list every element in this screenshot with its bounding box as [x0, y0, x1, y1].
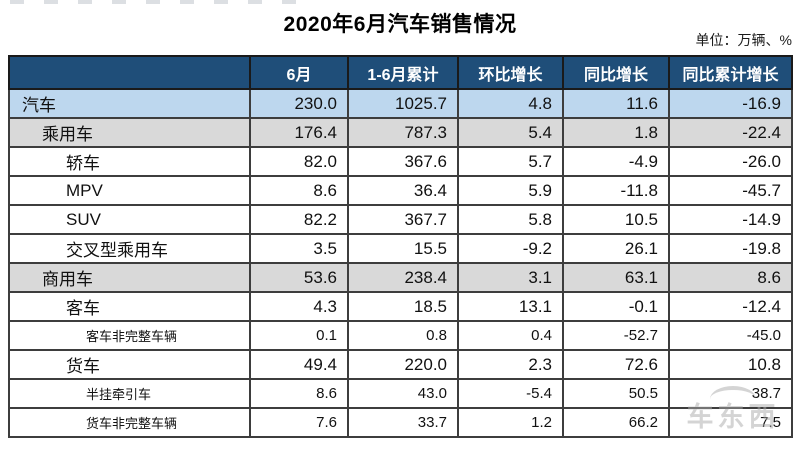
- value-yoy-growth: 10.5: [562, 204, 670, 235]
- value-mom-growth: 1.2: [457, 407, 564, 438]
- value-cumulative: 36.4: [347, 175, 459, 206]
- value-june: 176.4: [249, 117, 349, 148]
- value-yoy-cumulative-growth: -45.7: [668, 175, 793, 206]
- value-june: 230.0: [249, 88, 349, 119]
- value-mom-growth: -9.2: [457, 233, 564, 264]
- value-june: 49.4: [249, 349, 349, 380]
- header-cell-june: 6月: [249, 55, 349, 90]
- row-label: MPV: [8, 175, 251, 206]
- value-mom-growth: 0.4: [457, 320, 564, 351]
- value-yoy-growth: 66.2: [562, 407, 670, 438]
- value-yoy-growth: -11.8: [562, 175, 670, 206]
- value-mom-growth: -5.4: [457, 378, 564, 409]
- header-row: 6月 1-6月累计 环比增长 同比增长 同比累计增长: [8, 55, 793, 90]
- value-cumulative: 33.7: [347, 407, 459, 438]
- value-cumulative: 43.0: [347, 378, 459, 409]
- value-june: 7.6: [249, 407, 349, 438]
- table-row: 货车 49.4 220.0 2.3 72.6 10.8: [8, 349, 793, 380]
- value-cumulative: 15.5: [347, 233, 459, 264]
- header-cell-cumulative: 1-6月累计: [347, 55, 459, 90]
- table-row: 商用车 53.6 238.4 3.1 63.1 8.6: [8, 262, 793, 293]
- value-june: 8.6: [249, 378, 349, 409]
- value-yoy-cumulative-growth: -19.8: [668, 233, 793, 264]
- value-yoy-growth: 1.8: [562, 117, 670, 148]
- page-title: 2020年6月汽车销售情况: [283, 13, 517, 36]
- table-row: MPV 8.6 36.4 5.9 -11.8 -45.7: [8, 175, 793, 206]
- value-cumulative: 0.8: [347, 320, 459, 351]
- value-june: 8.6: [249, 175, 349, 206]
- value-cumulative: 18.5: [347, 291, 459, 322]
- value-june: 3.5: [249, 233, 349, 264]
- value-yoy-cumulative-growth: -16.9: [668, 88, 793, 119]
- value-mom-growth: 13.1: [457, 291, 564, 322]
- table-row: 半挂牵引车 8.6 43.0 -5.4 50.5 38.7: [8, 378, 793, 409]
- value-june: 53.6: [249, 262, 349, 293]
- value-cumulative: 367.6: [347, 146, 459, 177]
- value-yoy-cumulative-growth: 10.8: [668, 349, 793, 380]
- value-mom-growth: 4.8: [457, 88, 564, 119]
- table-row: 客车非完整车辆 0.1 0.8 0.4 -52.7 -45.0: [8, 320, 793, 351]
- value-june: 82.0: [249, 146, 349, 177]
- row-label: 商用车: [8, 262, 251, 293]
- value-yoy-growth: 50.5: [562, 378, 670, 409]
- value-mom-growth: 5.4: [457, 117, 564, 148]
- table-row: 汽车 230.0 1025.7 4.8 11.6 -16.9: [8, 88, 793, 119]
- value-yoy-cumulative-growth: 8.6: [668, 262, 793, 293]
- auto-sales-table: 6月 1-6月累计 环比增长 同比增长 同比累计增长 汽车 230.0 1025…: [8, 55, 793, 438]
- unit-note: 单位：万辆、%: [695, 32, 792, 48]
- table-row: 轿车 82.0 367.6 5.7 -4.9 -26.0: [8, 146, 793, 177]
- value-yoy-cumulative-growth: 38.7: [668, 378, 793, 409]
- row-label: 乘用车: [8, 117, 251, 148]
- table-header: 6月 1-6月累计 环比增长 同比增长 同比累计增长: [8, 55, 793, 90]
- value-yoy-cumulative-growth: 7.5: [668, 407, 793, 438]
- row-label: SUV: [8, 204, 251, 235]
- value-yoy-growth: -52.7: [562, 320, 670, 351]
- row-label: 轿车: [8, 146, 251, 177]
- table-row: 乘用车 176.4 787.3 5.4 1.8 -22.4: [8, 117, 793, 148]
- row-label: 客车非完整车辆: [8, 320, 251, 351]
- value-yoy-growth: 63.1: [562, 262, 670, 293]
- value-cumulative: 238.4: [347, 262, 459, 293]
- header-cell-category: [8, 55, 251, 90]
- table-body: 汽车 230.0 1025.7 4.8 11.6 -16.9 乘用车 176.4…: [8, 88, 793, 438]
- value-mom-growth: 5.7: [457, 146, 564, 177]
- header-cell-yoy-growth: 同比增长: [562, 55, 670, 90]
- row-label: 货车非完整车辆: [8, 407, 251, 438]
- value-yoy-cumulative-growth: -22.4: [668, 117, 793, 148]
- value-cumulative: 367.7: [347, 204, 459, 235]
- value-yoy-cumulative-growth: -14.9: [668, 204, 793, 235]
- row-label: 汽车: [8, 88, 251, 119]
- value-yoy-growth: 72.6: [562, 349, 670, 380]
- value-june: 0.1: [249, 320, 349, 351]
- table-row: 交叉型乘用车 3.5 15.5 -9.2 26.1 -19.8: [8, 233, 793, 264]
- value-mom-growth: 3.1: [457, 262, 564, 293]
- value-yoy-growth: -4.9: [562, 146, 670, 177]
- value-yoy-cumulative-growth: -26.0: [668, 146, 793, 177]
- header-cell-mom-growth: 环比增长: [457, 55, 564, 90]
- table-row: 客车 4.3 18.5 13.1 -0.1 -12.4: [8, 291, 793, 322]
- value-cumulative: 787.3: [347, 117, 459, 148]
- row-label: 货车: [8, 349, 251, 380]
- value-mom-growth: 5.9: [457, 175, 564, 206]
- value-june: 82.2: [249, 204, 349, 235]
- value-june: 4.3: [249, 291, 349, 322]
- row-label: 半挂牵引车: [8, 378, 251, 409]
- value-yoy-growth: 26.1: [562, 233, 670, 264]
- value-yoy-cumulative-growth: -45.0: [668, 320, 793, 351]
- cropped-content-remnant: [10, 0, 310, 4]
- row-label: 交叉型乘用车: [8, 233, 251, 264]
- value-cumulative: 1025.7: [347, 88, 459, 119]
- table-row: SUV 82.2 367.7 5.8 10.5 -14.9: [8, 204, 793, 235]
- row-label: 客车: [8, 291, 251, 322]
- value-yoy-growth: -0.1: [562, 291, 670, 322]
- value-mom-growth: 5.8: [457, 204, 564, 235]
- header-cell-yoy-cumulative-growth: 同比累计增长: [668, 55, 793, 90]
- value-mom-growth: 2.3: [457, 349, 564, 380]
- value-cumulative: 220.0: [347, 349, 459, 380]
- value-yoy-cumulative-growth: -12.4: [668, 291, 793, 322]
- value-yoy-growth: 11.6: [562, 88, 670, 119]
- table-row: 货车非完整车辆 7.6 33.7 1.2 66.2 7.5: [8, 407, 793, 438]
